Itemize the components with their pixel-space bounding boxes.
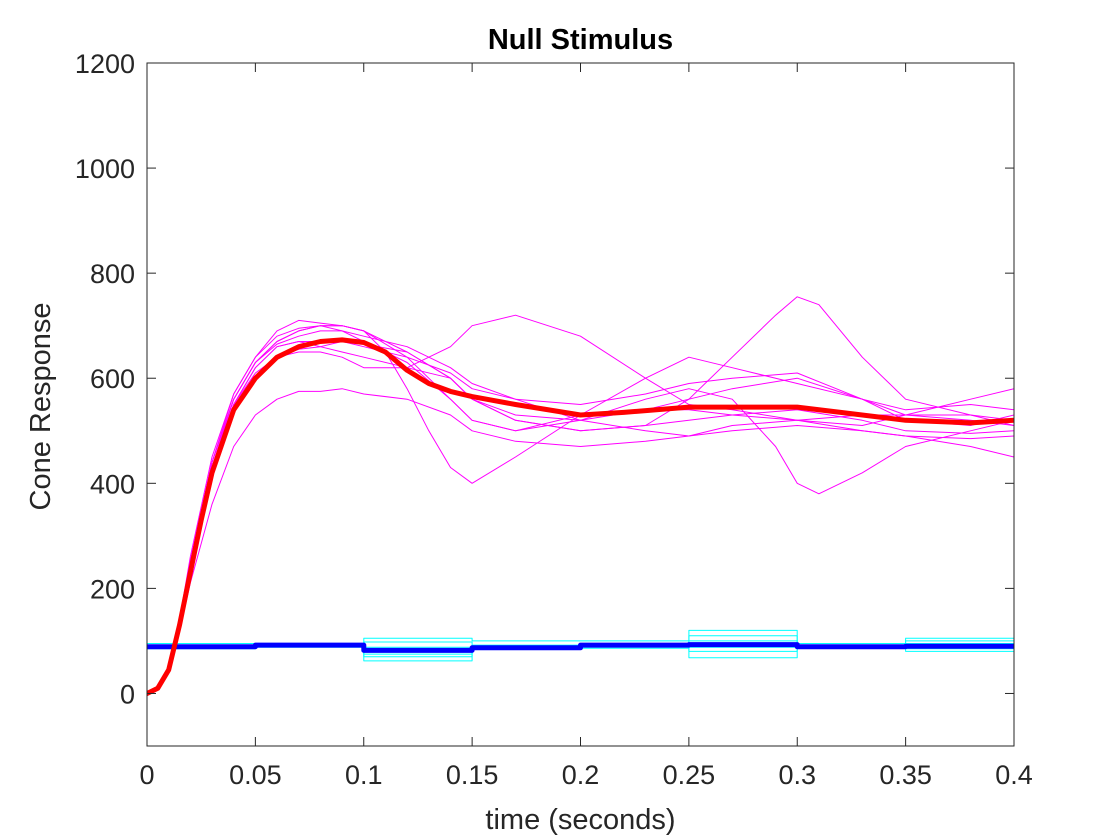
x-tick-label: 0 (139, 760, 154, 790)
x-tick-label: 0.15 (446, 760, 499, 790)
y-tick-label: 0 (120, 679, 135, 709)
x-axis-title: time (seconds) (485, 804, 675, 836)
tick-layer: 0 0.05 0.1 0.15 0.2 0.25 0.3 0.35 0.4 0 200 400 600 8… (75, 49, 1033, 790)
y-tick-label: 400 (90, 469, 135, 499)
y-tick-label: 1200 (75, 49, 135, 79)
x-tick-label: 0.2 (562, 760, 600, 790)
response-mean-line-10 (147, 337, 1014, 696)
input-mean-line-17 (147, 642, 1014, 653)
x-tick-label: 0.3 (778, 760, 816, 790)
x-tick-label: 0.35 (879, 760, 932, 790)
chart-title: Null Stimulus (488, 24, 673, 56)
x-tick-label: 0.25 (663, 760, 716, 790)
y-tick-label: 600 (90, 364, 135, 394)
y-axis-title: Cone Response (25, 303, 57, 511)
y-tick-label: 1000 (75, 154, 135, 184)
x-tick-label: 0.1 (345, 760, 383, 790)
series-layer (147, 296, 1014, 696)
x-tick-label: 0.05 (229, 760, 282, 790)
x-tick-label: 0.4 (995, 760, 1033, 790)
response-trial-line-2 (147, 388, 1014, 694)
y-tick-label: 800 (90, 259, 135, 289)
y-tick-label: 200 (90, 574, 135, 604)
